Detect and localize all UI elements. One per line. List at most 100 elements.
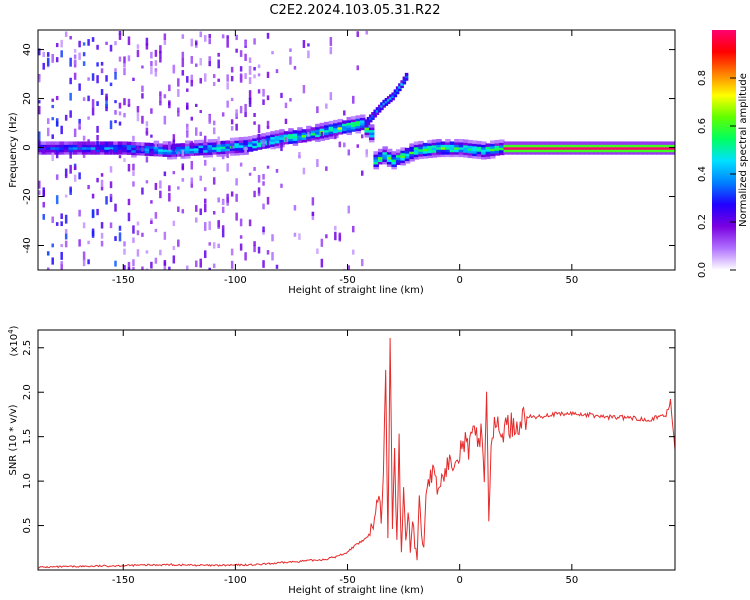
heatmap-cell [289, 98, 292, 102]
heatmap-cell [503, 143, 510, 148]
heatmap-cell [395, 86, 400, 90]
heatmap-cell [64, 174, 68, 179]
heatmap-cell [398, 83, 402, 87]
heatmap-cell [163, 94, 167, 99]
heatmap-cell [306, 135, 312, 139]
heatmap-cell [45, 141, 52, 145]
heatmap-cell [73, 72, 77, 80]
heatmap-cell [333, 129, 339, 134]
heatmap-cell [216, 143, 222, 147]
heatmap-cell [69, 164, 72, 174]
heatmap-cell [395, 161, 402, 165]
heatmap-cell [508, 141, 514, 145]
heatmap-cell [638, 143, 644, 148]
heatmap-cell [42, 214, 45, 220]
heatmap-cell [427, 154, 433, 159]
heatmap-cell [624, 141, 631, 145]
heatmap-cell [118, 225, 122, 231]
heatmap-cell [647, 141, 653, 145]
heatmap-cell [180, 145, 187, 150]
heatmap-cell [472, 142, 478, 147]
heatmap-cell [181, 58, 185, 68]
heatmap-cell [109, 196, 113, 203]
heatmap-cell [395, 91, 400, 95]
heatmap-cell [418, 145, 424, 150]
heatmap-cell [391, 97, 395, 101]
heatmap-cell [211, 141, 218, 145]
heatmap-cell [270, 131, 276, 135]
heatmap-cell [100, 173, 104, 177]
heatmap-cell [73, 48, 77, 53]
heatmap-cell [413, 143, 420, 148]
heatmap-cell [620, 146, 626, 150]
y-tick-label: 0.5 [22, 518, 33, 534]
heatmap-cell [220, 148, 227, 152]
heatmap-cell [253, 66, 256, 71]
heatmap-cell [64, 240, 68, 248]
heatmap-cell [557, 151, 563, 155]
heatmap-cell [144, 152, 151, 156]
heatmap-cell [351, 118, 357, 123]
heatmap-cell [202, 151, 209, 156]
heatmap-cell [177, 78, 180, 87]
heatmap-cell [458, 151, 465, 155]
heatmap-cell [665, 148, 671, 153]
heatmap-cell [203, 250, 207, 259]
heatmap-cell [96, 208, 99, 216]
heatmap-cell [154, 228, 158, 233]
heatmap-cell [141, 187, 144, 195]
heatmap-cell [391, 94, 395, 98]
heatmap-cell [377, 161, 384, 165]
snr-y-ticks: 0.5 1.0 1.5 2.0 2.5 [22, 340, 675, 534]
heatmap-cell [126, 141, 133, 146]
heatmap-cell [270, 140, 276, 145]
heatmap-cell [606, 141, 613, 145]
heatmap-cell [212, 127, 216, 135]
heatmap-cell [109, 120, 113, 130]
heatmap-cell [280, 183, 283, 188]
heatmap-cell [99, 141, 106, 145]
heatmap-cell [238, 141, 245, 146]
heatmap-cell [530, 151, 536, 155]
heatmap-cell [418, 150, 424, 155]
heatmap-cell [114, 203, 117, 212]
heatmap-cell [440, 143, 447, 148]
heatmap-cell [315, 126, 321, 130]
heatmap-cell [226, 193, 229, 203]
heatmap-cell [602, 141, 608, 145]
heatmap-cell [579, 151, 586, 155]
heatmap-cell [217, 136, 220, 145]
heatmap-cell [418, 143, 424, 147]
heatmap-cell [190, 79, 194, 87]
spectrogram-panel: -150 -100 -50 0 50 -40 -20 0 20 40 Height of str… [8, 29, 676, 296]
heatmap-cell [136, 249, 140, 257]
heatmap-cell [167, 151, 173, 155]
heatmap-cell [328, 125, 335, 130]
heatmap-cell [114, 260, 117, 267]
heatmap-cell [409, 153, 415, 157]
heatmap-cell [68, 143, 74, 148]
heatmap-cell [118, 121, 122, 126]
heatmap-cell [638, 146, 644, 150]
heatmap-cell [404, 160, 411, 164]
heatmap-cell [82, 135, 86, 141]
heatmap-cell [566, 151, 572, 155]
heatmap-cell [127, 212, 131, 222]
heatmap-cell [422, 147, 429, 152]
heatmap-cell [409, 158, 415, 162]
heatmap-cell [195, 127, 198, 136]
heatmap-cell [180, 143, 187, 147]
heatmap-cell [230, 97, 234, 102]
heatmap-cell [324, 124, 330, 128]
heatmap-cell [292, 135, 299, 139]
heatmap-cell [620, 143, 626, 148]
heatmap-cell [293, 205, 297, 211]
heatmap-cell [81, 148, 88, 153]
heatmap-cell [306, 128, 312, 132]
heatmap-cell [220, 150, 227, 155]
heatmap-cell [230, 248, 234, 256]
x-tick-label: -100 [224, 575, 247, 586]
heatmap-cell [499, 144, 505, 148]
heatmap-cell [485, 145, 492, 150]
heatmap-cell [105, 75, 108, 82]
